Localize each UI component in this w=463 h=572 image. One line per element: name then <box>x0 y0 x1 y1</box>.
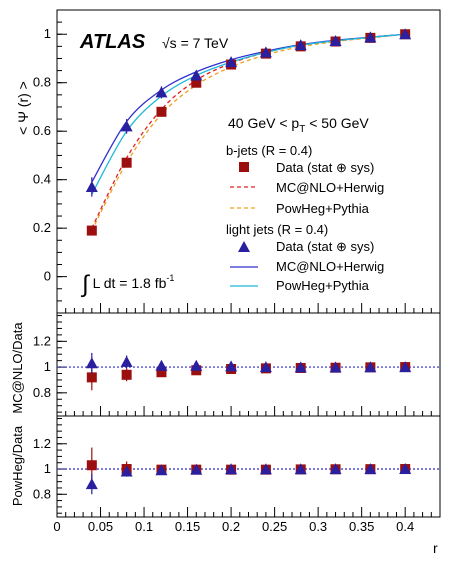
data-point-triangle <box>294 463 307 475</box>
main-y-axis-label: < Ψ (r) > <box>15 81 31 135</box>
x-tick-label: 0.25 <box>262 519 287 534</box>
legend-bjets-data-marker <box>239 162 249 172</box>
data-point-triangle <box>155 464 168 476</box>
ratio-powheg-panel-frame <box>56 415 441 518</box>
mc-curves <box>91 33 406 231</box>
y-tick-label: 1.2 <box>33 333 51 348</box>
axis-ticks: 0 0.2 0.4 0.6 0.8 1 0.8 1 1.2 0.8 1 1.2 0 0.05 0.1 0.15… <box>33 9 441 534</box>
data-points <box>85 28 412 495</box>
legend-light-mcnlo: MC@NLO+Herwig <box>276 259 384 274</box>
legend-bjets-powheg: PowHeg+Pythia <box>276 201 370 216</box>
data-point-triangle <box>399 28 412 40</box>
data-point-triangle <box>329 361 342 373</box>
energy-label: √s = 7 TeV <box>162 35 229 51</box>
x-tick-label: 0.15 <box>175 519 200 534</box>
data-point-triangle <box>155 359 168 371</box>
data-point-triangle <box>259 463 272 475</box>
ratio-mcnlo-y-axis-label: MC@NLO/Data <box>10 322 25 414</box>
data-point-triangle <box>120 355 133 367</box>
data-point-triangle <box>120 465 133 477</box>
y-tick-label: 0.8 <box>33 486 51 501</box>
reference-lines <box>57 366 440 470</box>
ratio-mcnlo-panel-frame <box>56 312 441 417</box>
x-tick-label: 0.4 <box>396 519 414 534</box>
data-point-square <box>121 157 132 168</box>
data-point-triangle <box>190 359 203 371</box>
data-point-square <box>121 369 132 380</box>
legend-light-data: Data (stat ⊕ sys) <box>276 239 374 254</box>
data-point-triangle <box>120 120 133 132</box>
x-tick-label: 0.2 <box>222 519 240 534</box>
y-tick-label: 0.2 <box>33 220 51 235</box>
curve-light-jets-powheg-pythia <box>91 33 406 195</box>
data-point-triangle <box>294 39 307 51</box>
x-tick-label: 0.05 <box>88 519 113 534</box>
data-point-triangle <box>259 361 272 373</box>
data-point-square <box>86 225 97 236</box>
data-point-triangle <box>364 31 377 43</box>
data-point-triangle <box>225 360 238 372</box>
y-tick-label: 0.6 <box>33 123 51 138</box>
curve-b-jets-mc-nlo-herwig <box>91 33 406 229</box>
legend-light-powheg: PowHeg+Pythia <box>276 278 370 293</box>
y-tick-label: 1 <box>44 359 51 374</box>
ratio-powheg-y-axis-label: PowHeg/Data <box>10 425 25 506</box>
y-tick-label: 0 <box>44 269 51 284</box>
data-point-triangle <box>259 46 272 58</box>
legend-light-data-marker <box>238 241 250 252</box>
y-tick-label: 1 <box>44 26 51 41</box>
luminosity-label: ∫ L dt = 1.8 fb-1 <box>80 271 174 298</box>
data-point-square <box>86 460 97 471</box>
data-point-triangle <box>294 361 307 373</box>
data-point-triangle <box>399 463 412 475</box>
data-point-triangle <box>85 478 98 490</box>
pt-range-label: 40 GeV < pT < 50 GeV <box>228 115 369 135</box>
y-tick-label: 1.2 <box>33 436 51 451</box>
legend-bjets-mcnlo: MC@NLO+Herwig <box>276 180 384 195</box>
data-point-triangle <box>190 69 203 81</box>
y-tick-label: 1 <box>44 461 51 476</box>
data-point-triangle <box>85 357 98 369</box>
legend-bjets-data: Data (stat ⊕ sys) <box>276 160 374 175</box>
data-point-square <box>191 77 202 88</box>
data-point-square <box>86 372 97 383</box>
legend-light-header: light jets (R = 0.4) <box>226 222 328 237</box>
y-tick-label: 0.8 <box>33 385 51 400</box>
x-tick-label: 0.1 <box>135 519 153 534</box>
y-tick-label: 0.4 <box>33 172 51 187</box>
data-point-triangle <box>225 463 238 475</box>
atlas-label: ATLAS <box>79 31 146 53</box>
data-point-triangle <box>329 463 342 475</box>
x-tick-label: 0 <box>53 519 60 534</box>
x-axis-label: r <box>433 540 438 556</box>
x-tick-label: 0.3 <box>309 519 327 534</box>
data-point-triangle <box>399 361 412 373</box>
data-point-triangle <box>85 180 98 192</box>
y-tick-label: 0.8 <box>33 75 51 90</box>
data-point-triangle <box>190 463 203 475</box>
data-point-triangle <box>364 463 377 475</box>
x-tick-label: 0.35 <box>349 519 374 534</box>
data-point-square <box>156 367 167 378</box>
legend-bjets-header: b-jets (R = 0.4) <box>226 143 312 158</box>
data-point-triangle <box>155 86 168 98</box>
legend: b-jets (R = 0.4) Data (stat ⊕ sys) MC@NL… <box>226 143 384 293</box>
data-point-square <box>156 106 167 117</box>
data-point-triangle <box>225 56 238 68</box>
data-point-triangle <box>329 35 342 47</box>
data-point-triangle <box>364 361 377 373</box>
